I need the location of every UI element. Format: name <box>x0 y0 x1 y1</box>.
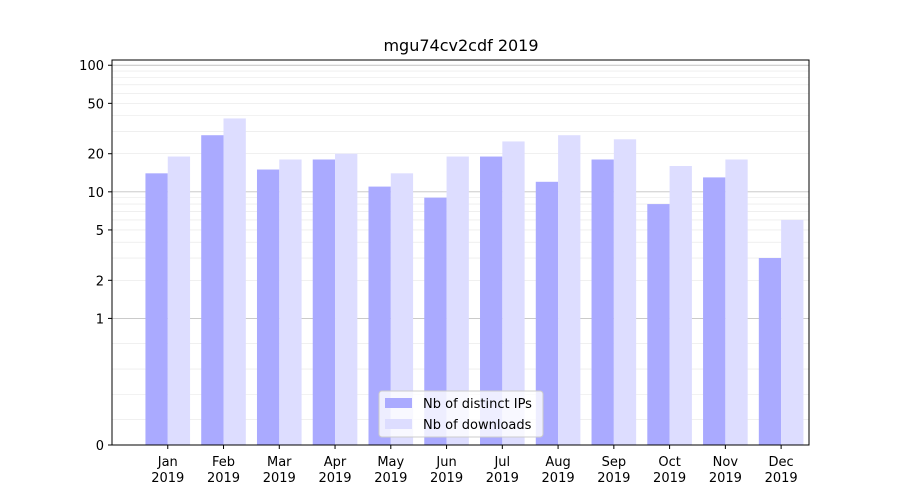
bar-distinct-ips-5 <box>368 186 391 446</box>
legend-box <box>378 390 544 438</box>
bar-distinct-ips-3 <box>256 169 280 445</box>
y-tick-label: 0 <box>96 439 104 454</box>
bar-distinct-ips-10 <box>647 204 670 445</box>
x-tick-label: Jun 2019 <box>430 455 463 486</box>
bar-distinct-ips-4 <box>312 159 336 445</box>
axes: 0 1 2 5 10 20 50 100 Jan 2019 Feb 2019 Mar 2019 Apr 201… <box>79 59 810 486</box>
bar-downloads-1 <box>167 156 191 446</box>
bars <box>145 118 804 446</box>
legend: Nb of distinct IPs Nb of downloads <box>378 390 544 438</box>
bar-distinct-ips-1 <box>145 173 168 445</box>
y-tick-label: 10 <box>87 186 104 201</box>
bar-distinct-ips-9 <box>591 159 614 445</box>
bar-downloads-5 <box>390 173 414 445</box>
bar-downloads-2 <box>223 118 246 445</box>
x-tick-label: Feb 2019 <box>207 455 240 486</box>
bar-downloads-7 <box>502 141 525 445</box>
bar-distinct-ips-2 <box>201 135 224 445</box>
bar-downloads-9 <box>613 139 637 445</box>
x-tick-label: Dec 2019 <box>765 455 798 486</box>
y-tick-label: 2 <box>96 274 104 289</box>
legend-label: Nb of distinct IPs <box>423 397 532 412</box>
x-tick-label: Apr 2019 <box>318 455 351 486</box>
legend-label: Nb of downloads <box>423 418 532 433</box>
y-tick-label: 1 <box>96 312 104 327</box>
x-tick-label: Jan 2019 <box>151 455 184 486</box>
bar-distinct-ips-8 <box>535 181 559 445</box>
bar-downloads-6 <box>446 156 469 446</box>
bar-distinct-ips-7 <box>480 156 503 446</box>
y-tick-label: 50 <box>87 97 104 112</box>
x-tick-label: May 2019 <box>374 455 407 486</box>
plot-frame <box>111 59 810 446</box>
legend-swatch <box>385 398 412 408</box>
x-tick-label: Nov 2019 <box>709 455 742 486</box>
bar-distinct-ips-11 <box>703 177 726 446</box>
x-tick-label: Mar 2019 <box>263 455 296 486</box>
bar-downloads-3 <box>279 159 302 445</box>
bar-downloads-4 <box>335 153 358 446</box>
bar-distinct-ips-6 <box>424 197 447 445</box>
y-tick-label: 20 <box>87 148 104 163</box>
bar-downloads-11 <box>725 159 748 445</box>
y-tick-label: 100 <box>79 59 104 74</box>
x-tick-label: Oct 2019 <box>653 455 686 486</box>
bar-distinct-ips-12 <box>758 258 782 445</box>
x-tick-label: Aug 2019 <box>542 455 575 486</box>
bar-downloads-10 <box>669 165 692 446</box>
bar-downloads-12 <box>781 219 804 445</box>
y-tick-label: 5 <box>96 224 104 239</box>
x-tick-label: Sep 2019 <box>597 455 630 486</box>
legend-swatch <box>385 419 412 429</box>
x-tick-label: Jul 2019 <box>486 455 519 486</box>
bar-downloads-8 <box>558 135 581 445</box>
chart-title: mgu74cv2cdf 2019 <box>383 36 538 55</box>
